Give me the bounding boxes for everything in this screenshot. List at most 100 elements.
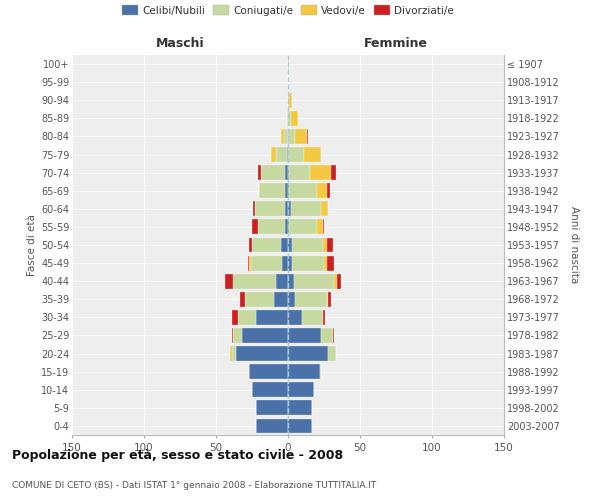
Bar xyxy=(331,165,335,180)
Bar xyxy=(334,274,337,288)
Bar xyxy=(292,238,323,252)
Bar xyxy=(288,382,314,397)
Bar xyxy=(241,292,245,306)
Bar xyxy=(288,184,289,198)
Bar xyxy=(289,220,317,234)
Bar xyxy=(328,346,335,361)
Bar xyxy=(282,256,288,270)
Bar xyxy=(288,220,289,234)
Bar xyxy=(285,202,288,216)
Bar xyxy=(249,238,252,252)
Bar xyxy=(251,256,282,270)
Bar xyxy=(252,220,258,234)
Bar xyxy=(295,292,327,306)
Bar xyxy=(288,93,289,108)
Bar xyxy=(324,256,327,270)
Bar xyxy=(236,346,288,361)
Bar xyxy=(285,165,288,180)
Bar xyxy=(332,328,334,343)
Bar xyxy=(323,238,327,252)
Bar xyxy=(256,418,288,434)
Bar xyxy=(289,184,317,198)
Bar xyxy=(288,418,313,434)
Bar xyxy=(288,129,295,144)
Bar xyxy=(288,56,289,72)
Bar xyxy=(288,292,295,306)
Bar xyxy=(288,400,313,415)
Bar xyxy=(271,147,277,162)
Bar xyxy=(274,292,288,306)
Bar xyxy=(337,274,341,288)
Bar xyxy=(249,364,288,379)
Bar xyxy=(288,202,291,216)
Bar xyxy=(277,147,287,162)
Bar xyxy=(285,184,288,198)
Bar xyxy=(258,165,260,180)
Bar xyxy=(258,220,285,234)
Text: Maschi: Maschi xyxy=(155,36,205,50)
Bar xyxy=(252,238,281,252)
Bar xyxy=(288,346,328,361)
Bar xyxy=(288,274,294,288)
Bar xyxy=(327,238,332,252)
Bar xyxy=(253,202,255,216)
Bar xyxy=(249,256,251,270)
Bar xyxy=(233,274,277,288)
Bar xyxy=(294,274,334,288)
Bar xyxy=(328,292,331,306)
Bar xyxy=(238,310,256,325)
Bar xyxy=(317,184,327,198)
Bar xyxy=(281,129,284,144)
Bar xyxy=(242,328,288,343)
Y-axis label: Fasce di età: Fasce di età xyxy=(26,214,37,276)
Bar xyxy=(288,165,289,180)
Bar xyxy=(281,238,288,252)
Bar xyxy=(260,165,285,180)
Bar xyxy=(291,202,321,216)
Bar xyxy=(287,111,288,126)
Bar xyxy=(232,310,238,325)
Bar xyxy=(288,364,320,379)
Bar xyxy=(288,238,292,252)
Bar xyxy=(284,129,288,144)
Bar xyxy=(233,328,242,343)
Bar xyxy=(287,147,288,162)
Bar xyxy=(317,220,323,234)
Bar xyxy=(295,129,307,144)
Bar xyxy=(255,202,285,216)
Bar xyxy=(292,256,324,270)
Bar xyxy=(230,346,232,361)
Text: COMUNE DI CETO (BS) - Dati ISTAT 1° gennaio 2008 - Elaborazione TUTTITALIA.IT: COMUNE DI CETO (BS) - Dati ISTAT 1° genn… xyxy=(12,481,376,490)
Bar xyxy=(321,328,332,343)
Bar xyxy=(259,184,285,198)
Bar xyxy=(289,165,310,180)
Bar xyxy=(310,165,331,180)
Bar xyxy=(288,147,304,162)
Bar xyxy=(302,310,323,325)
Bar xyxy=(327,184,330,198)
Bar xyxy=(323,310,325,325)
Bar xyxy=(285,220,288,234)
Bar xyxy=(277,274,288,288)
Bar xyxy=(320,364,321,379)
Legend: Celibi/Nubili, Coniugati/e, Vedovi/e, Divorziati/e: Celibi/Nubili, Coniugati/e, Vedovi/e, Di… xyxy=(118,2,458,20)
Bar xyxy=(307,129,308,144)
Bar xyxy=(248,256,249,270)
Bar xyxy=(288,310,302,325)
Bar xyxy=(291,111,298,126)
Bar xyxy=(304,147,321,162)
Bar xyxy=(256,310,288,325)
Y-axis label: Anni di nascita: Anni di nascita xyxy=(569,206,579,284)
Bar xyxy=(224,274,233,288)
Bar xyxy=(232,346,236,361)
Bar xyxy=(245,292,274,306)
Bar xyxy=(288,111,291,126)
Bar xyxy=(252,382,288,397)
Text: Popolazione per età, sesso e stato civile - 2008: Popolazione per età, sesso e stato civil… xyxy=(12,450,343,462)
Bar xyxy=(327,292,328,306)
Bar xyxy=(256,400,288,415)
Bar xyxy=(288,256,292,270)
Bar xyxy=(323,220,324,234)
Text: Femmine: Femmine xyxy=(364,36,428,50)
Bar xyxy=(288,328,321,343)
